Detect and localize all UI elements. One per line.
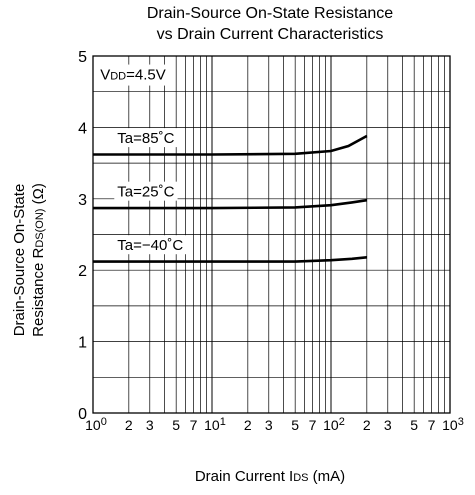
y-axis-label-suffix: (Ω) [30, 183, 47, 208]
x-tick-label: 7 [309, 417, 317, 433]
x-tick-label: 102 [323, 416, 345, 433]
x-axis-label-suffix: (mA) [308, 468, 346, 485]
x-tick-label: 7 [190, 417, 198, 433]
chart-title-line-2: vs Drain Current Characteristics [156, 26, 384, 43]
series-line [93, 198, 367, 210]
y-tick-label: 1 [78, 335, 87, 352]
series-label: Ta=−40˚C [117, 237, 183, 254]
grid [93, 56, 450, 413]
y-axis-label-line-2: Resistance RDS(ON) (Ω) [30, 183, 47, 337]
series-label: Ta=25˚C [117, 184, 174, 201]
x-tick-label: 5 [291, 417, 299, 433]
x-tick-label: 2 [125, 417, 133, 433]
x-tick-label: 3 [146, 417, 154, 433]
y-axis-label: Drain-Source On-State Resistance RDS(ON)… [11, 183, 47, 337]
x-tick-label: 7 [428, 417, 436, 433]
chart-title-line-1: Drain-Source On-State Resistance [146, 5, 394, 22]
plot-frame [92, 55, 451, 414]
series-lines [93, 134, 368, 263]
x-tick-label: 3 [265, 417, 273, 433]
x-tick-label: 2 [244, 417, 252, 433]
x-axis-label: Drain Current IDS (mA) [70, 468, 470, 485]
y-axis-label-line-1: Drain-Source On-State [11, 184, 28, 337]
x-axis-label-sub: DS [293, 472, 309, 484]
x-tick-label: 5 [172, 417, 180, 433]
series-label-bg [114, 235, 187, 255]
y-axis-label-sub: DS(ON) [34, 209, 46, 248]
condition-value: =4.5V [126, 67, 166, 84]
condition-main: V [100, 67, 110, 84]
series-labels: Ta=85˚C Ta=25˚C Ta=−40˚C [114, 128, 187, 255]
y-tick-label: 3 [78, 192, 87, 209]
x-tick-label: 2 [363, 417, 371, 433]
condition-label-bg [96, 64, 170, 86]
series-line [93, 256, 367, 263]
y-tick-label: 0 [78, 406, 87, 423]
condition-label: VDD=4.5V [100, 67, 166, 84]
x-tick-label: 100 [85, 416, 107, 433]
x-axis-label-prefix: Drain Current I [194, 468, 294, 485]
y-axis-label-prefix: Resistance R [30, 247, 47, 336]
y-tick-label: 2 [78, 263, 87, 280]
x-tick-label: 5 [410, 417, 418, 433]
series-label-bg [114, 181, 178, 201]
series-label-bg [114, 128, 178, 148]
x-tick-label: 3 [384, 417, 392, 433]
x-tick-label: 103 [442, 416, 464, 433]
series-line [93, 134, 368, 156]
y-tick-label: 5 [78, 49, 87, 66]
series-label: Ta=85˚C [117, 130, 174, 147]
y-tick-label: 4 [78, 120, 87, 137]
x-tick-label: 101 [204, 416, 226, 433]
condition-sub: DD [110, 71, 126, 83]
